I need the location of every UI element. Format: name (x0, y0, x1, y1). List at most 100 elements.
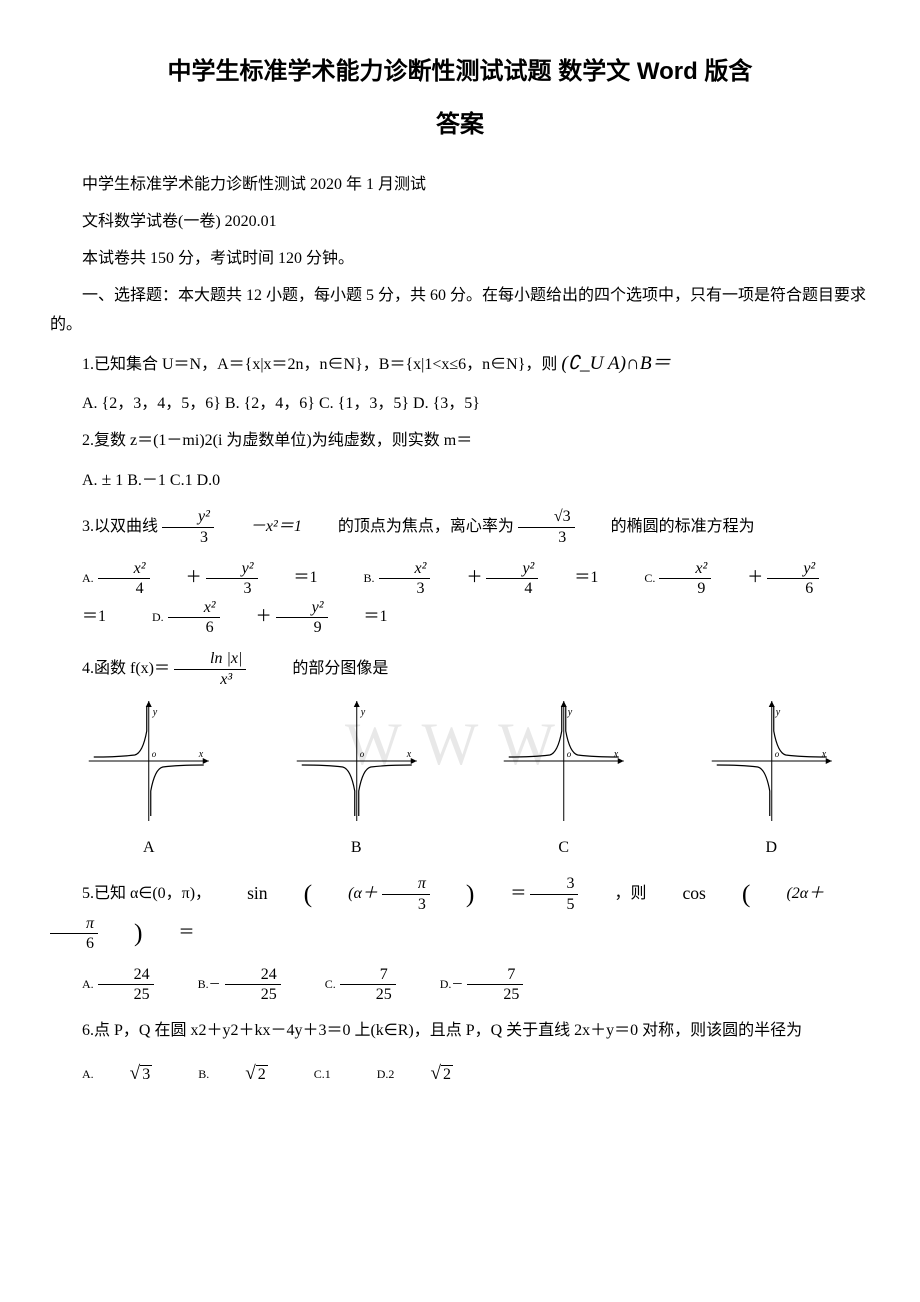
q3-stem: 3.以双曲线 y² 3 －x²＝1 的顶点为焦点，离心率为 √3 3 的椭圆的标… (50, 507, 870, 546)
label-o: o (152, 749, 157, 759)
doc-title-line1: 中学生标准学术能力诊断性测试试题 数学文 Word 版含 (50, 50, 870, 93)
q5-pi3-num: π (382, 874, 430, 894)
q3-D-xden: 6 (168, 618, 220, 637)
q2-optC: C.1 (170, 472, 193, 489)
section-heading: 一、选择题：本大题共 12 小题，每小题 5 分，共 60 分。在每小题给出的四… (50, 282, 870, 340)
q6-optB-val: 2 (256, 1065, 268, 1083)
q6-stem: 6.点 P，Q 在圆 x2＋y2＋kx－4y＋3＝0 上(k∈R)，且点 P，Q… (50, 1017, 870, 1046)
label-x: x (198, 749, 204, 760)
q3-C-ynum: y² (767, 559, 819, 579)
q3-B-y: y²4 (486, 559, 538, 598)
q4-graph-A: y x o A (50, 701, 248, 863)
q1-optC: C. {1，3，5} (319, 395, 409, 412)
q5-35-den: 5 (530, 895, 578, 914)
q3-D-yden: 9 (276, 618, 328, 637)
q3-B-yden: 4 (486, 579, 538, 598)
q1-optD: D. {3，5} (413, 395, 480, 412)
q3-C-plus: ＋ (715, 564, 763, 593)
q4-stem-end: 的部分图像是 (260, 655, 388, 684)
q2-optD: D.0 (197, 472, 221, 489)
label-x: x (613, 749, 619, 760)
q3-D-eq: ＝1 (332, 603, 388, 632)
q4-graph-D-svg: y x o (673, 701, 871, 821)
q5-eq1: ＝ (478, 880, 526, 909)
q5-C: 725 (340, 965, 396, 1004)
q2-options: A. ± 1 B.－1 C.1 D.0 (50, 464, 870, 496)
q3-stem-mid: 的顶点为焦点，离心率为 (306, 513, 514, 542)
q5-B-den: 25 (225, 985, 281, 1004)
q5-pi6-num: π (50, 914, 98, 934)
q3-A-ynum: y² (206, 559, 258, 579)
label-y: y (152, 707, 158, 718)
q3-B-plus: ＋ (434, 564, 482, 593)
q2-optA-sym: ± (102, 469, 112, 489)
q3-B-ynum: y² (486, 559, 538, 579)
label-o: o (774, 749, 779, 759)
q4-label-B: B (258, 834, 456, 863)
q3-ecc-num: √3 (518, 507, 575, 527)
q4-func-den: x³ (174, 670, 246, 689)
q3-D-ynum: y² (276, 598, 328, 618)
q3-A-yden: 3 (206, 579, 258, 598)
q4-graph-C-svg: y x o (465, 701, 663, 821)
label-x: x (820, 749, 826, 760)
q6-optA-val: 3 (140, 1065, 152, 1083)
q3-hyp-den: 3 (162, 528, 214, 547)
q5-A-den: 25 (98, 985, 154, 1004)
paper-info: 文科数学试卷(一卷) 2020.01 (50, 208, 870, 237)
q5-stem: 5.已知 α∈(0，π)， sin ( (α＋ π3 ) ＝ 35 ，则 cos… (50, 874, 870, 953)
q3-C-x: x²9 (659, 559, 711, 598)
q5-B: 2425 (225, 965, 281, 1004)
q1-optA: A. {2，3，4，5，6} (82, 395, 221, 412)
q6-labelA: A. (50, 1064, 94, 1086)
q5-A-num: 24 (98, 965, 154, 985)
label-o: o (359, 749, 364, 759)
q3-C-yden: 6 (767, 579, 819, 598)
q3-D-xnum: x² (168, 598, 220, 618)
q1-stem: 1.已知集合 U＝N，A＝{x|x＝2n，n∈N}，B＝{x|1<x≤6，n∈N… (50, 347, 870, 382)
q5-C-den: 25 (340, 985, 396, 1004)
q3-A-x: x²4 (98, 559, 150, 598)
q3-labelA: A. (50, 568, 94, 590)
label-x: x (405, 749, 411, 760)
label-y: y (774, 707, 780, 718)
q3-B-eq: ＝1 (542, 564, 598, 593)
q3-A-y: y²3 (206, 559, 258, 598)
q1-optB: B. {2，4，6} (225, 395, 315, 412)
q3-ecc-frac: √3 3 (518, 507, 575, 546)
subtitle: 中学生标准学术能力诊断性测试 2020 年 1 月测试 (50, 171, 870, 200)
q5-cos: cos (650, 878, 705, 910)
q4-stem: 4.函数 f(x)＝ ln |x| x³ 的部分图像是 (50, 649, 870, 688)
arrow-y-icon (353, 701, 359, 707)
q5-options: A. 2425 B.－ 2425 C. 725 D.－ 725 (50, 965, 870, 1004)
q3-hyperbola-frac: y² 3 (162, 507, 214, 546)
q5-pi3-den: 3 (382, 895, 430, 914)
q6-labelD: D.2 (345, 1064, 395, 1086)
q3-labelC: C. (612, 568, 655, 590)
q3-C-eq: ＝1 (50, 603, 106, 632)
q1-options: A. {2，3，4，5，6} B. {2，4，6} C. {1，3，5} D. … (50, 390, 870, 419)
q3-C-xnum: x² (659, 559, 711, 579)
q3-A-xden: 4 (98, 579, 150, 598)
q4-func-num: ln |x| (174, 649, 246, 669)
q3-D-x: x²6 (168, 598, 220, 637)
q3-stem-pre: 3.以双曲线 (50, 513, 158, 542)
q5-cos-arg-pre: (2α＋ (754, 880, 824, 909)
q6-optA-sqrt: √3 (98, 1057, 153, 1092)
q6-options: A. √3 B. √2 C.1 D.2 √2 (50, 1057, 870, 1092)
label-y: y (567, 707, 573, 718)
q4-label-C: C (465, 834, 663, 863)
arrow-x-icon (203, 758, 209, 764)
q3-B-x: x²3 (379, 559, 431, 598)
q3-options: A. x²4 ＋ y²3 ＝1 B. x²3 ＋ y²4 ＝1 C. x²9 ＋… (50, 559, 870, 638)
q4-graphs: y x o A y x o B y x o C (50, 701, 870, 863)
q5-comma-then: ，则 (582, 880, 646, 909)
q1-expr: (∁_U A)∩B＝ (561, 353, 670, 374)
q5-pi6-den: 6 (50, 934, 98, 953)
q5-35-num: 3 (530, 874, 578, 894)
q3-A-xnum: x² (98, 559, 150, 579)
arrow-x-icon (825, 758, 831, 764)
q2-optB: B.－1 (127, 472, 166, 489)
exam-info: 本试卷共 150 分，考试时间 120 分钟。 (50, 245, 870, 274)
arrow-x-icon (410, 758, 416, 764)
